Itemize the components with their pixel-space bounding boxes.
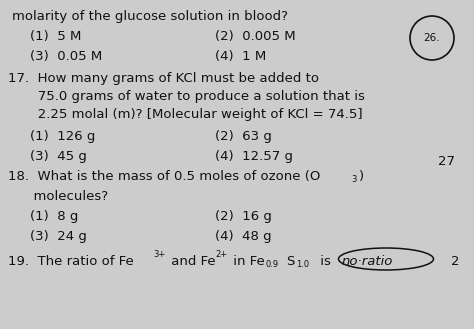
Text: (2)  0.005 M: (2) 0.005 M xyxy=(215,30,296,43)
Text: 2: 2 xyxy=(452,255,460,268)
Text: (2)  63 g: (2) 63 g xyxy=(215,130,272,143)
Text: 17.  How many grams of KCl must be added to: 17. How many grams of KCl must be added … xyxy=(8,72,319,85)
Text: in Fe: in Fe xyxy=(229,255,265,268)
Text: 26.: 26. xyxy=(424,33,440,43)
Text: and Fe: and Fe xyxy=(167,255,216,268)
Text: 0.9: 0.9 xyxy=(266,260,279,269)
Text: S: S xyxy=(286,255,294,268)
Text: (4)  1 M: (4) 1 M xyxy=(215,50,266,63)
Text: 75.0 grams of water to produce a solution that is: 75.0 grams of water to produce a solutio… xyxy=(8,90,365,103)
Text: 1.0: 1.0 xyxy=(296,260,309,269)
Text: ): ) xyxy=(359,170,364,183)
Text: 3: 3 xyxy=(351,175,356,184)
Text: 2+: 2+ xyxy=(215,250,227,259)
Text: (3)  24 g: (3) 24 g xyxy=(30,230,87,243)
Text: 18.  What is the mass of 0.5 moles of ozone (O: 18. What is the mass of 0.5 moles of ozo… xyxy=(8,170,320,183)
Text: 2.25 molal (m)? [Molecular weight of KCl = 74.5]: 2.25 molal (m)? [Molecular weight of KCl… xyxy=(8,108,363,121)
Text: 3+: 3+ xyxy=(153,250,165,259)
Text: is: is xyxy=(316,255,331,268)
Text: (4)  12.57 g: (4) 12.57 g xyxy=(215,150,293,163)
Text: (4)  48 g: (4) 48 g xyxy=(215,230,272,243)
Text: (1)  8 g: (1) 8 g xyxy=(30,210,78,223)
Text: (3)  45 g: (3) 45 g xyxy=(30,150,87,163)
Text: (1)  126 g: (1) 126 g xyxy=(30,130,95,143)
Text: molecules?: molecules? xyxy=(8,190,108,203)
Text: (1)  5 M: (1) 5 M xyxy=(30,30,82,43)
Text: (3)  0.05 M: (3) 0.05 M xyxy=(30,50,102,63)
Text: molarity of the glucose solution in blood?: molarity of the glucose solution in bloo… xyxy=(12,10,288,23)
Text: 27: 27 xyxy=(438,155,455,168)
Text: 19.  The ratio of Fe: 19. The ratio of Fe xyxy=(8,255,134,268)
Text: (2)  16 g: (2) 16 g xyxy=(215,210,272,223)
Text: no·ratio: no·ratio xyxy=(342,255,393,268)
